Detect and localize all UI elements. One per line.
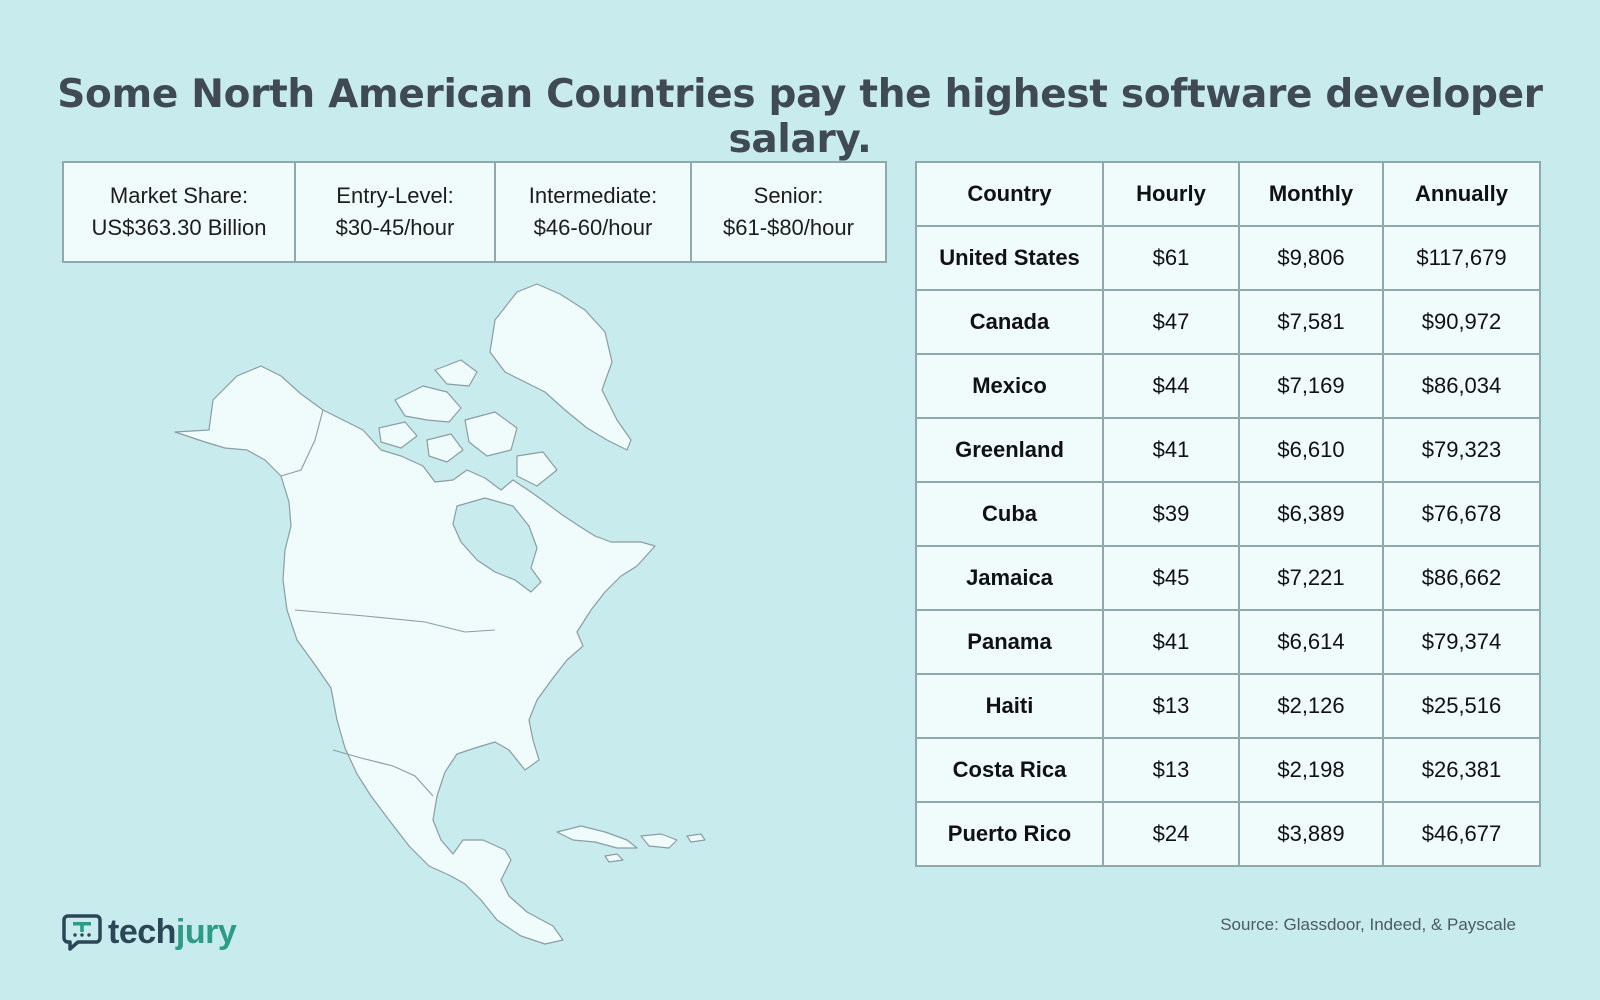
source-caption: Source: Glassdoor, Indeed, & Payscale xyxy=(1220,915,1516,934)
cell-monthly: $6,389 xyxy=(1238,481,1384,547)
header-annually: Annually xyxy=(1382,161,1541,227)
cell-hourly: $39 xyxy=(1102,481,1240,547)
logo-text-tech: tech xyxy=(108,912,176,951)
table-row: Mexico $44 $7,169 $86,034 xyxy=(915,353,1541,419)
cuba-shape xyxy=(556,825,638,849)
table-header-row: Country Hourly Monthly Annually xyxy=(915,161,1541,227)
stat-value: $61-$80/hour xyxy=(723,215,854,240)
north-america-map xyxy=(174,283,706,945)
cell-country: Jamaica xyxy=(915,545,1104,611)
stat-intermediate: Intermediate: $46-60/hour xyxy=(496,163,692,261)
page-title: Some North American Countries pay the hi… xyxy=(57,72,1543,162)
cell-monthly: $6,610 xyxy=(1238,417,1384,483)
cell-country: Costa Rica xyxy=(915,737,1104,803)
cell-hourly: $24 xyxy=(1102,801,1240,867)
cell-country: Canada xyxy=(915,289,1104,355)
table-row: Greenland $41 $6,610 $79,323 xyxy=(915,417,1541,483)
stat-label: Market Share: xyxy=(109,183,249,208)
arctic-island xyxy=(434,359,478,387)
cell-monthly: $6,614 xyxy=(1238,609,1384,675)
cell-hourly: $13 xyxy=(1102,673,1240,739)
cell-hourly: $41 xyxy=(1102,417,1240,483)
cell-annually: $90,972 xyxy=(1382,289,1541,355)
header-monthly: Monthly xyxy=(1238,161,1384,227)
cell-hourly: $47 xyxy=(1102,289,1240,355)
arctic-island xyxy=(394,385,462,423)
arctic-island xyxy=(426,433,464,463)
stat-market-share: Market Share: US$363.30 Billion xyxy=(64,163,296,261)
cell-monthly: $9,806 xyxy=(1238,225,1384,291)
cell-hourly: $13 xyxy=(1102,737,1240,803)
table-row: Panama $41 $6,614 $79,374 xyxy=(915,609,1541,675)
cell-hourly: $41 xyxy=(1102,609,1240,675)
cell-hourly: $61 xyxy=(1102,225,1240,291)
cell-country: United States xyxy=(915,225,1104,291)
greenland-shape xyxy=(489,283,632,451)
cell-annually: $117,679 xyxy=(1382,225,1541,291)
arctic-island xyxy=(378,421,418,449)
cell-country: Cuba xyxy=(915,481,1104,547)
header-country: Country xyxy=(915,161,1104,227)
cell-country: Haiti xyxy=(915,673,1104,739)
cell-annually: $86,034 xyxy=(1382,353,1541,419)
arctic-island xyxy=(464,411,518,457)
cell-country: Mexico xyxy=(915,353,1104,419)
arctic-island xyxy=(516,451,558,487)
table-row: Jamaica $45 $7,221 $86,662 xyxy=(915,545,1541,611)
stat-senior: Senior: $61-$80/hour xyxy=(692,163,885,261)
cell-monthly: $2,126 xyxy=(1238,673,1384,739)
logo-wordmark: techjury xyxy=(108,912,237,952)
cell-hourly: $45 xyxy=(1102,545,1240,611)
cell-annually: $86,662 xyxy=(1382,545,1541,611)
cell-annually: $26,381 xyxy=(1382,737,1541,803)
table-row: Costa Rica $13 $2,198 $26,381 xyxy=(915,737,1541,803)
table-row: Haiti $13 $2,126 $25,516 xyxy=(915,673,1541,739)
chat-bubble-icon xyxy=(62,914,102,951)
market-stats-box: Market Share: US$363.30 Billion Entry-Le… xyxy=(62,161,887,263)
cell-annually: $79,374 xyxy=(1382,609,1541,675)
cell-country: Panama xyxy=(915,609,1104,675)
cell-annually: $25,516 xyxy=(1382,673,1541,739)
table-row: Canada $47 $7,581 $90,972 xyxy=(915,289,1541,355)
hispaniola-shape xyxy=(640,833,678,849)
stat-label: Entry-Level: xyxy=(336,183,454,208)
logo-text-jury: jury xyxy=(175,912,237,951)
cell-monthly: $3,889 xyxy=(1238,801,1384,867)
stat-label: Intermediate: xyxy=(528,183,658,208)
mainland-shape xyxy=(174,365,656,945)
cell-monthly: $7,221 xyxy=(1238,545,1384,611)
stat-entry-level: Entry-Level: $30-45/hour xyxy=(296,163,496,261)
jamaica-shape xyxy=(604,853,624,863)
header-hourly: Hourly xyxy=(1102,161,1240,227)
table-row: Puerto Rico $24 $3,889 $46,677 xyxy=(915,801,1541,867)
puerto-rico-shape xyxy=(686,833,706,843)
border-canada-usa xyxy=(294,609,496,633)
cell-hourly: $44 xyxy=(1102,353,1240,419)
stat-value: $30-45/hour xyxy=(335,215,455,240)
cell-annually: $76,678 xyxy=(1382,481,1541,547)
salary-table: Country Hourly Monthly Annually United S… xyxy=(915,161,1541,867)
cell-monthly: $7,169 xyxy=(1238,353,1384,419)
cell-monthly: $7,581 xyxy=(1238,289,1384,355)
hudson-bay xyxy=(452,497,542,593)
border-usa-mexico xyxy=(332,749,434,797)
techjury-logo[interactable]: techjury xyxy=(62,912,237,952)
cell-country: Greenland xyxy=(915,417,1104,483)
stat-value: $46-60/hour xyxy=(533,215,653,240)
cell-annually: $79,323 xyxy=(1382,417,1541,483)
cell-country: Puerto Rico xyxy=(915,801,1104,867)
table-row: Cuba $39 $6,389 $76,678 xyxy=(915,481,1541,547)
stat-label: Senior: xyxy=(753,183,824,208)
border-alaska-canada xyxy=(280,409,324,477)
stat-value: US$363.30 Billion xyxy=(91,215,267,240)
cell-annually: $46,677 xyxy=(1382,801,1541,867)
table-row: United States $61 $9,806 $117,679 xyxy=(915,225,1541,291)
cell-monthly: $2,198 xyxy=(1238,737,1384,803)
